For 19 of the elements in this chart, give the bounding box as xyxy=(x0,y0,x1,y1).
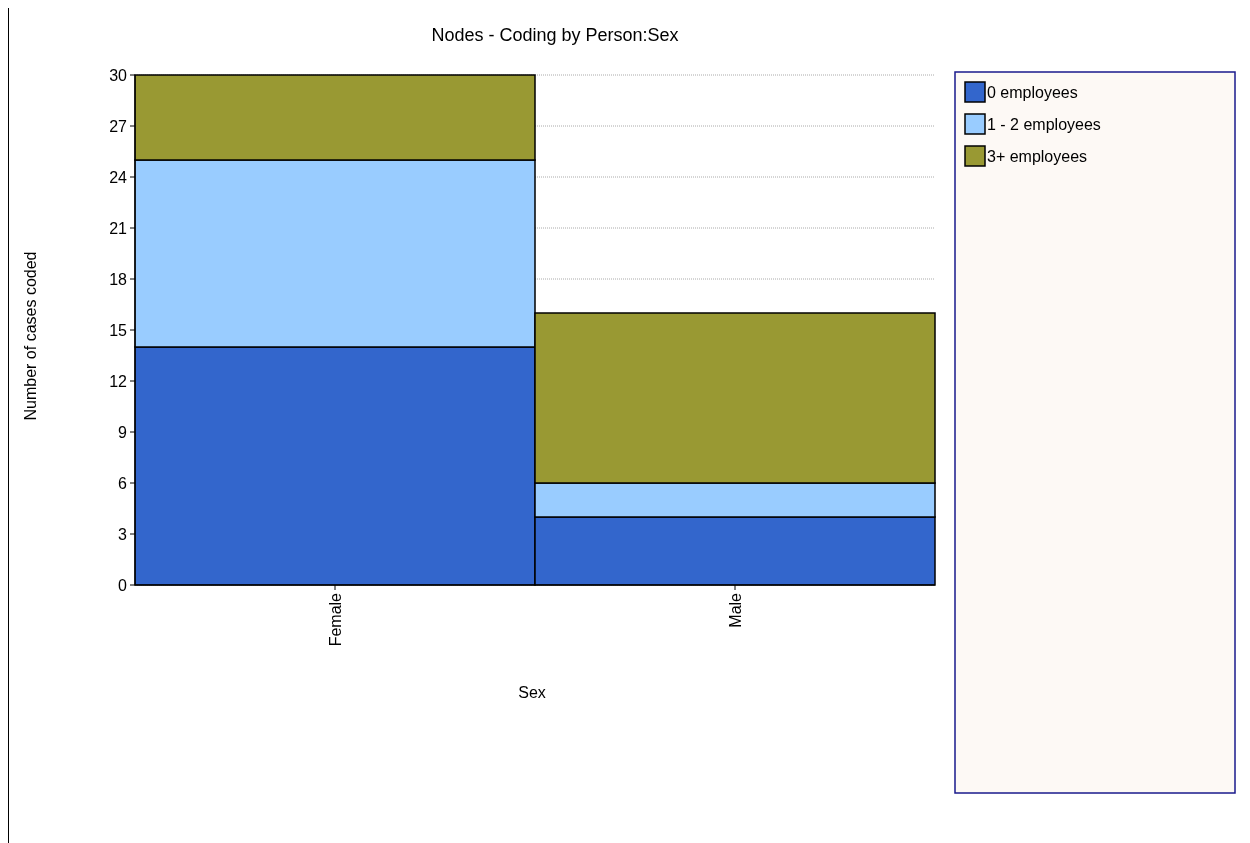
y-axis-title: Number of cases coded xyxy=(22,251,39,421)
y-tick-label: 12 xyxy=(109,372,128,390)
y-tick-label: 21 xyxy=(109,219,128,237)
x-tick-label: Female xyxy=(326,592,344,647)
y-tick-label: 24 xyxy=(109,168,128,186)
y-tick-label: 15 xyxy=(109,321,128,339)
y-tick-label: 18 xyxy=(109,270,128,288)
y-tick-label: 27 xyxy=(109,117,128,135)
legend-label: 0 employees xyxy=(987,83,1078,101)
chart-title: Nodes - Coding by Person:Sex xyxy=(431,25,679,45)
legend-label: 3+ employees xyxy=(987,147,1088,165)
x-axis-title: Sex xyxy=(518,684,546,701)
y-tick-label: 9 xyxy=(118,423,128,441)
legend-label: 1 - 2 employees xyxy=(987,115,1101,133)
x-tick-label: Male xyxy=(726,592,744,628)
y-tick-label: 3 xyxy=(118,525,128,543)
y-tick-label: 30 xyxy=(109,66,128,84)
y-tick-label: 0 xyxy=(118,576,128,594)
y-tick-label: 6 xyxy=(118,474,128,492)
